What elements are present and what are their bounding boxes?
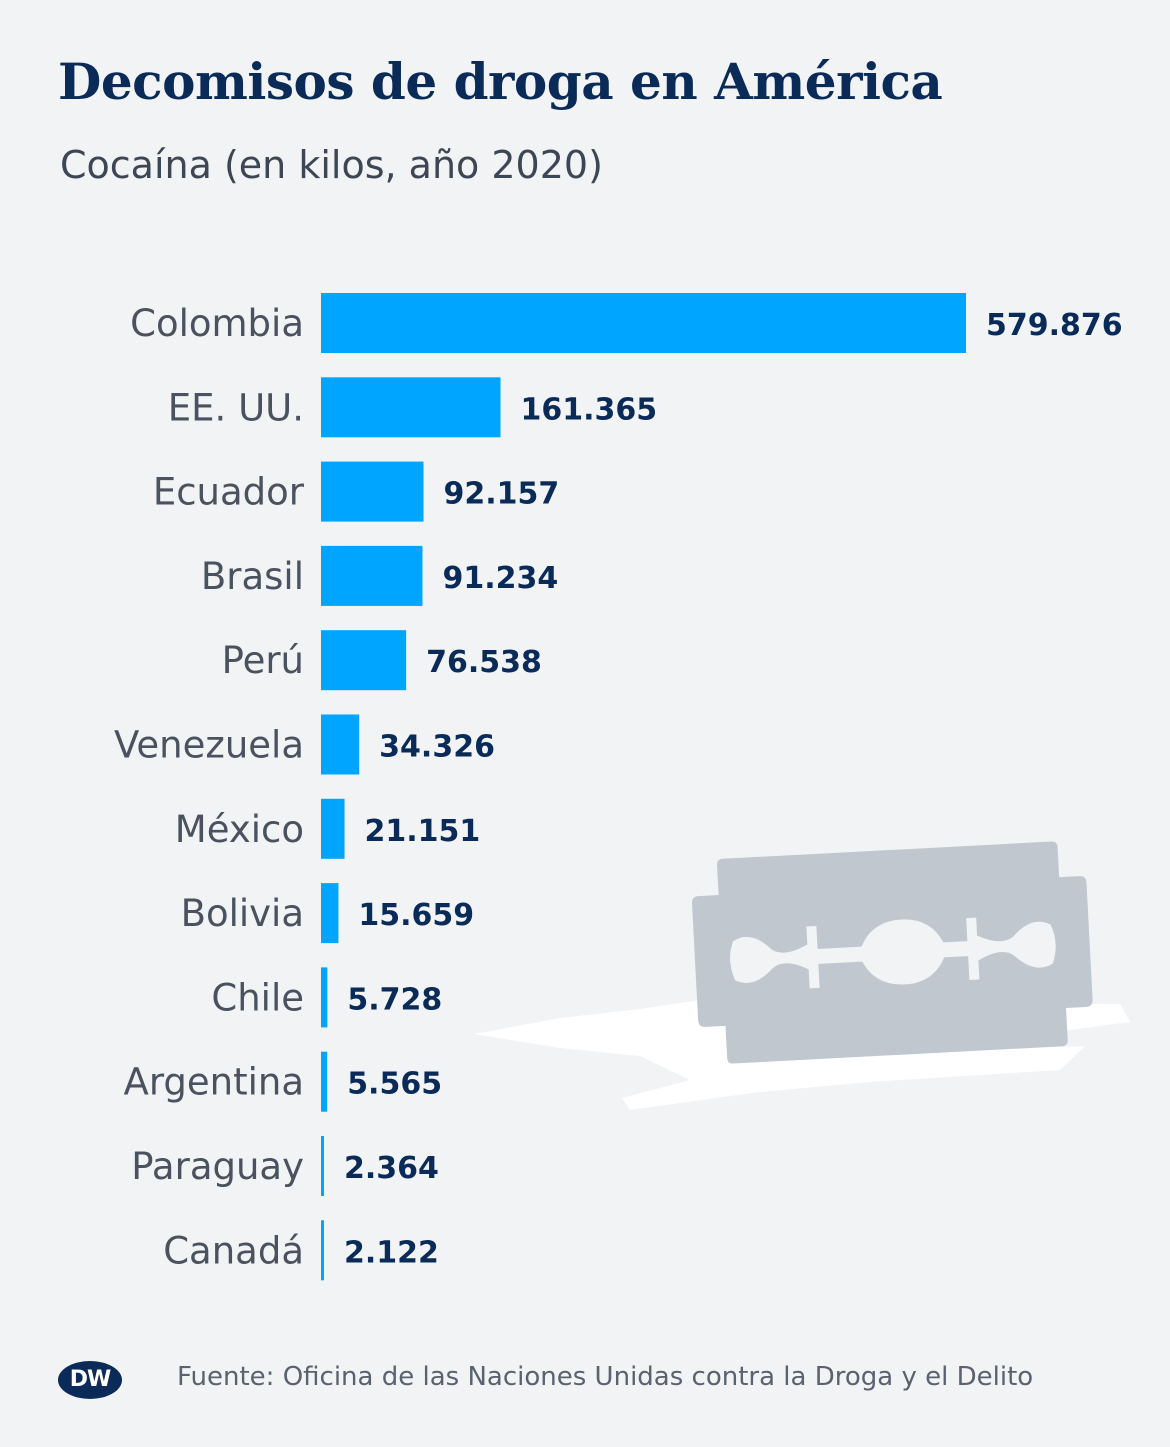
category-label: Venezuela <box>114 724 304 767</box>
bar-5 <box>321 714 360 775</box>
bar-2 <box>321 461 424 522</box>
bar-10 <box>321 1136 324 1196</box>
bar-3 <box>321 545 423 606</box>
value-label: 2.364 <box>344 1151 439 1186</box>
razor-blade-icon <box>474 841 1130 1110</box>
value-label: 579.876 <box>986 308 1123 343</box>
value-label: 2.122 <box>344 1235 439 1270</box>
value-label: 76.538 <box>426 645 542 680</box>
value-label: 5.728 <box>347 982 442 1017</box>
category-label: Canadá <box>163 1229 304 1272</box>
bar-1 <box>321 377 501 438</box>
category-label: Paraguay <box>131 1145 304 1188</box>
bar-7 <box>321 883 339 944</box>
category-label: Chile <box>211 976 304 1019</box>
chart-subtitle: Cocaína (en kilos, año 2020) <box>60 143 603 187</box>
bar-8 <box>321 967 328 1028</box>
category-label: Bolivia <box>181 892 304 935</box>
bar-9 <box>321 1051 328 1112</box>
value-label: 21.151 <box>365 814 481 849</box>
value-label: 15.659 <box>358 898 474 933</box>
category-label: México <box>175 808 304 851</box>
category-label: Perú <box>222 639 304 682</box>
value-label: 161.365 <box>520 392 657 427</box>
bar-6 <box>321 798 345 859</box>
category-label: Colombia <box>130 302 304 345</box>
razor-blade-slot <box>730 917 1056 989</box>
dw-logo: DW <box>58 1361 122 1399</box>
bar-4 <box>321 630 407 691</box>
bar-11 <box>321 1220 324 1281</box>
category-label: Ecuador <box>153 471 305 514</box>
chart-title: Decomisos de droga en América <box>58 52 943 111</box>
value-label: 5.565 <box>347 1067 442 1102</box>
category-label: EE. UU. <box>168 386 304 429</box>
category-label: Argentina <box>124 1061 304 1104</box>
source-note: Fuente: Oficina de las Naciones Unidas c… <box>177 1362 1034 1392</box>
category-label: Brasil <box>201 555 304 598</box>
value-label: 34.326 <box>379 730 495 765</box>
value-label: 91.234 <box>442 561 558 596</box>
bar-0 <box>321 293 966 353</box>
value-label: 92.157 <box>444 477 560 512</box>
